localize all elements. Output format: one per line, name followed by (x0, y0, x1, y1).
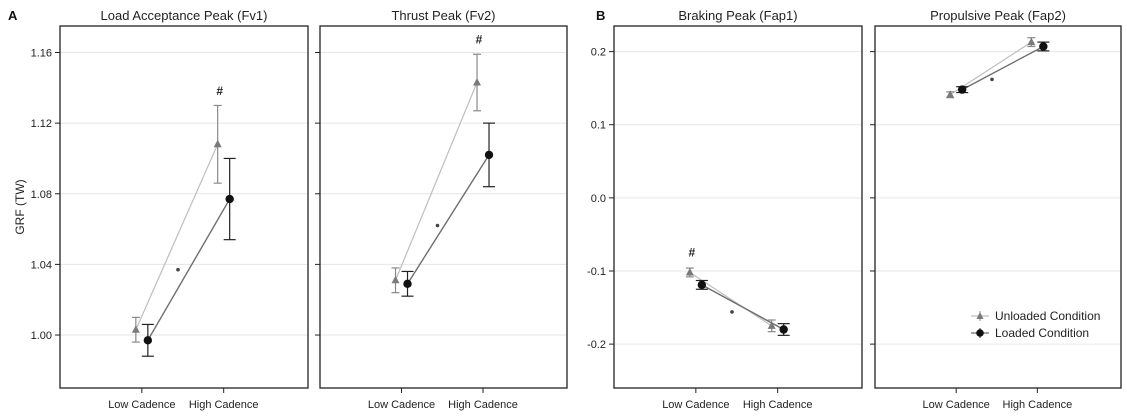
unloaded-point (213, 139, 222, 148)
panel-title: Load Acceptance Peak (Fv1) (101, 8, 268, 23)
panel-letter: A (8, 8, 18, 23)
loaded-point (697, 280, 707, 290)
unloaded-point (473, 78, 482, 86)
loaded-series-line (701, 284, 785, 331)
y-tick-label: 1.16 (31, 47, 52, 59)
loaded-point (484, 150, 494, 160)
y-tick-label: 0.0 (591, 193, 606, 205)
legend-label: Loaded Condition (995, 326, 1089, 340)
significance-mark: # (216, 84, 223, 98)
y-axis-label: GRF (TW) (13, 179, 27, 234)
unloaded-point (391, 275, 400, 284)
y-tick-label: 1.08 (31, 189, 52, 201)
x-tick-label: High Cadence (1003, 399, 1073, 411)
loaded-series (695, 279, 790, 336)
unloaded-series-line (394, 82, 478, 281)
effect-marker (435, 223, 440, 228)
y-tick-label: -0.2 (587, 339, 606, 351)
y-tick-label: 0.1 (591, 120, 606, 132)
significance-mark: # (688, 245, 695, 259)
panel-title: Thrust Peak (Fv2) (391, 8, 495, 23)
y-tick-label: -0.1 (587, 266, 606, 278)
x-tick-label: High Cadence (189, 399, 259, 411)
x-tick-label: Low Cadence (662, 399, 729, 411)
unloaded-series-line (135, 144, 219, 330)
loaded-series-line (147, 198, 231, 341)
loaded-point (779, 325, 788, 334)
x-tick-label: Low Cadence (923, 399, 990, 411)
loaded-point (225, 194, 234, 204)
x-tick-label: High Cadence (743, 399, 813, 411)
loaded-series (401, 122, 496, 297)
panel-title: Propulsive Peak (Fap2) (930, 8, 1066, 23)
panel-frame (613, 25, 863, 389)
significance-mark: # (476, 33, 483, 47)
unloaded-series (131, 104, 222, 343)
panel-1: A Load Acceptance Peak (Fv1) 1.00 1.04 1.08 1… (8, 8, 309, 411)
legend-loaded-marker (976, 329, 984, 337)
panel-letter: B (596, 8, 605, 23)
effect-marker (176, 267, 180, 272)
legend-entry-loaded: Loaded Condition (971, 326, 1089, 340)
unloaded-point (131, 325, 140, 333)
x-tick-label: Low Cadence (108, 399, 175, 411)
panel-title: Braking Peak (Fap1) (678, 8, 797, 23)
loaded-series (956, 41, 1050, 94)
panel-4: Propulsive Peak (Fap2) Low Cadence High Ca… (870, 8, 1122, 411)
effect-marker (990, 77, 994, 82)
y-tick-label: 1.00 (31, 330, 52, 342)
unloaded-series (685, 267, 776, 333)
panel-2: Thrust Peak (Fv2) Low Cadence High Cadence… (315, 8, 568, 411)
legend-entry-unloaded: Unloaded Condition (971, 309, 1100, 323)
unloaded-point (685, 267, 694, 276)
loaded-point (957, 85, 967, 94)
loaded-point (403, 279, 412, 289)
effect-marker (730, 310, 734, 314)
panel-3: B Braking Peak (Fap1) -0.2 -0.1 0.0 0.1 0.2 Low… (587, 8, 863, 411)
legend-label: Unloaded Condition (995, 309, 1100, 323)
panel-frame (874, 25, 1122, 389)
unloaded-series (391, 53, 482, 294)
unloaded-point (946, 90, 955, 98)
y-tick-label: 0.2 (591, 47, 606, 59)
loaded-point (143, 336, 153, 345)
panel-frame (59, 25, 309, 389)
unloaded-point (767, 321, 776, 329)
y-tick-label: 1.04 (31, 259, 52, 271)
unloaded-point (1027, 37, 1036, 46)
legend-unloaded-marker (976, 312, 984, 319)
panel-frame (319, 25, 568, 389)
loaded-point (1039, 42, 1048, 51)
x-tick-label: Low Cadence (368, 399, 435, 411)
loaded-series-line (961, 45, 1044, 91)
y-tick-label: 1.12 (31, 118, 52, 130)
loaded-series-line (406, 154, 490, 285)
loaded-series (141, 157, 236, 357)
x-tick-label: High Cadence (448, 399, 518, 411)
